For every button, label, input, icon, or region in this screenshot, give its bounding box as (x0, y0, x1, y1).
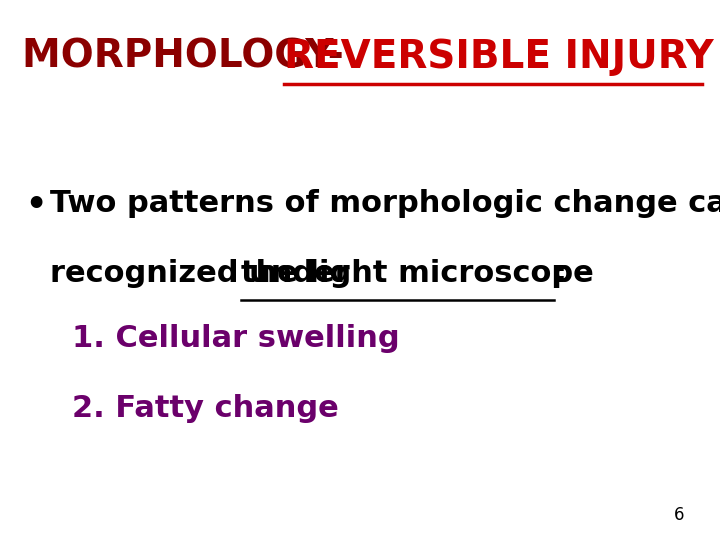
Text: 2. Fatty change: 2. Fatty change (72, 394, 338, 423)
Text: :: : (554, 259, 567, 288)
Text: the light microscope: the light microscope (241, 259, 594, 288)
Text: Two patterns of morphologic change can be: Two patterns of morphologic change can b… (50, 189, 720, 218)
Text: MORPHOLOGY-: MORPHOLOGY- (22, 38, 357, 76)
Text: recognized under: recognized under (50, 259, 361, 288)
Text: 1. Cellular swelling: 1. Cellular swelling (72, 324, 400, 353)
Text: 6: 6 (673, 506, 684, 524)
Text: •: • (25, 189, 47, 222)
Text: REVERSIBLE INJURY: REVERSIBLE INJURY (284, 38, 714, 76)
